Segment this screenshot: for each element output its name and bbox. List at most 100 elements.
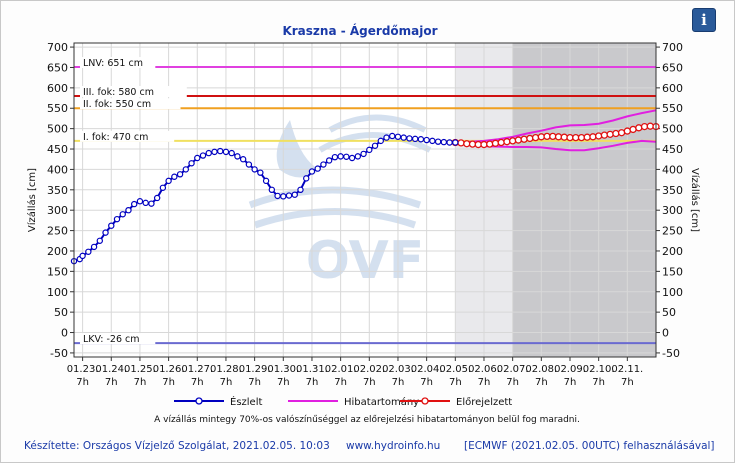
- x-tick-label-hour: 7h: [592, 377, 605, 388]
- threshold-label: LNV: 651 cm: [83, 58, 143, 69]
- threshold-label-bg: [80, 57, 156, 69]
- forecast-point: [480, 140, 488, 149]
- observed-point: [205, 149, 212, 157]
- x-tick-label-date: 02.03.: [382, 364, 414, 375]
- observed-point: [366, 146, 373, 154]
- observed-point: [268, 186, 276, 194]
- y-tick-label-right: 650: [662, 61, 683, 74]
- error-band-upper-line: [455, 109, 657, 144]
- observed-point: [360, 150, 367, 158]
- threshold-label-bg: [80, 86, 187, 98]
- observed-point: [211, 148, 218, 156]
- x-tick-label-date: 01.26.: [153, 364, 185, 375]
- y-tick-label-left: 100: [47, 286, 68, 299]
- x-tick-label-hour: 7h: [392, 377, 405, 388]
- y-tick-label-right: 250: [662, 225, 683, 238]
- x-tick-label-hour: 7h: [564, 377, 577, 388]
- forecast-point: [600, 131, 609, 139]
- forecast-point: [514, 136, 523, 144]
- observed-point: [199, 152, 207, 159]
- watermark-wave: [328, 114, 427, 133]
- x-tick-label-date: 01.30.: [267, 364, 299, 375]
- legend-label: Előrejelzett: [456, 396, 512, 408]
- y-tick-label-right: 350: [662, 184, 683, 197]
- forecast-point: [583, 133, 591, 141]
- observed-point: [377, 137, 384, 145]
- forecast-point: [646, 122, 654, 130]
- observed-point: [102, 229, 109, 236]
- info-icon[interactable]: i: [692, 8, 716, 32]
- x-tick-label-date: 01.27.: [181, 364, 213, 375]
- observed-point: [417, 136, 425, 143]
- threshold-label: III. fok: 580 cm: [83, 87, 154, 98]
- x-tick-label-hour: 7h: [334, 377, 347, 388]
- observed-point: [245, 161, 253, 168]
- footer-website[interactable]: www.hydroinfo.hu: [346, 440, 441, 452]
- observed-point: [148, 200, 155, 207]
- y-tick-label-right: 700: [662, 41, 683, 54]
- observed-point: [348, 154, 356, 162]
- x-tick-label-hour: 7h: [105, 377, 118, 388]
- forecast-point: [503, 138, 511, 146]
- forecast-point: [549, 132, 557, 141]
- y-tick-label-right: 0: [662, 327, 669, 340]
- x-tick-label-date: 01.23.: [67, 364, 99, 375]
- observed-point: [131, 200, 138, 208]
- y-axis-label-left: Vízállás [cm]: [26, 168, 38, 232]
- observed-point: [291, 191, 298, 198]
- observed-point: [217, 147, 224, 155]
- observed-point: [188, 160, 195, 167]
- x-tick-label-hour: 7h: [478, 377, 491, 388]
- observed-point: [251, 166, 258, 173]
- threshold-label: I. fok: 470 cm: [83, 132, 148, 143]
- y-tick-label-right: 600: [662, 82, 683, 95]
- y-tick-label-right: 150: [662, 265, 683, 278]
- observed-point: [394, 133, 402, 140]
- watermark-text: OVF: [306, 231, 425, 291]
- observed-point: [280, 193, 287, 200]
- watermark-wave: [253, 208, 417, 229]
- forecast-point: [577, 133, 586, 142]
- x-tick-label-hour: 7h: [621, 377, 634, 388]
- x-tick-label-date: 02.10.: [583, 364, 615, 375]
- observed-point: [446, 139, 453, 146]
- observed-point: [429, 137, 436, 145]
- observed-point: [159, 184, 167, 191]
- observed-point: [182, 166, 190, 173]
- observed-point: [153, 194, 161, 202]
- y-tick-label-right: 550: [662, 102, 683, 115]
- observed-point: [274, 192, 281, 200]
- observed-point: [354, 153, 362, 160]
- x-tick-label-date: 01.25.: [124, 364, 156, 375]
- observed-point: [452, 139, 459, 146]
- observed-point: [96, 237, 104, 244]
- observed-point: [257, 169, 264, 176]
- forecast-point: [457, 139, 465, 147]
- legend-label: Észlelt: [230, 395, 262, 408]
- y-tick-label-left: 200: [47, 245, 68, 258]
- y-tick-label-right: 50: [662, 306, 676, 319]
- x-tick-label-hour: 7h: [76, 377, 89, 388]
- observed-point: [440, 138, 448, 146]
- legend-swatch-marker: [421, 397, 429, 405]
- forecast-point: [468, 140, 477, 148]
- forecast-point: [635, 124, 643, 132]
- x-tick-label-date: 02.05.: [439, 364, 471, 375]
- y-tick-label-left: 650: [47, 61, 68, 74]
- x-tick-label-date: 02.07.: [497, 364, 529, 375]
- y-axis-label-right: Vízállás [cm]: [689, 168, 701, 232]
- observed-point: [113, 215, 121, 223]
- observed-point: [108, 222, 115, 229]
- threshold-label-bg: [80, 98, 181, 110]
- x-tick-label-hour: 7h: [449, 377, 462, 388]
- observed-point: [176, 171, 184, 178]
- observed-point: [423, 136, 430, 144]
- threshold-label-bg: [80, 130, 175, 142]
- legend-label: Hibatartomány: [344, 396, 419, 408]
- observed-point: [308, 168, 316, 175]
- observed-point: [239, 156, 247, 163]
- forecast-point: [486, 140, 494, 148]
- x-tick-label-date: 02.04.: [411, 364, 443, 375]
- forecast-point: [497, 138, 505, 147]
- x-tick-label-date: 01.29.: [239, 364, 271, 375]
